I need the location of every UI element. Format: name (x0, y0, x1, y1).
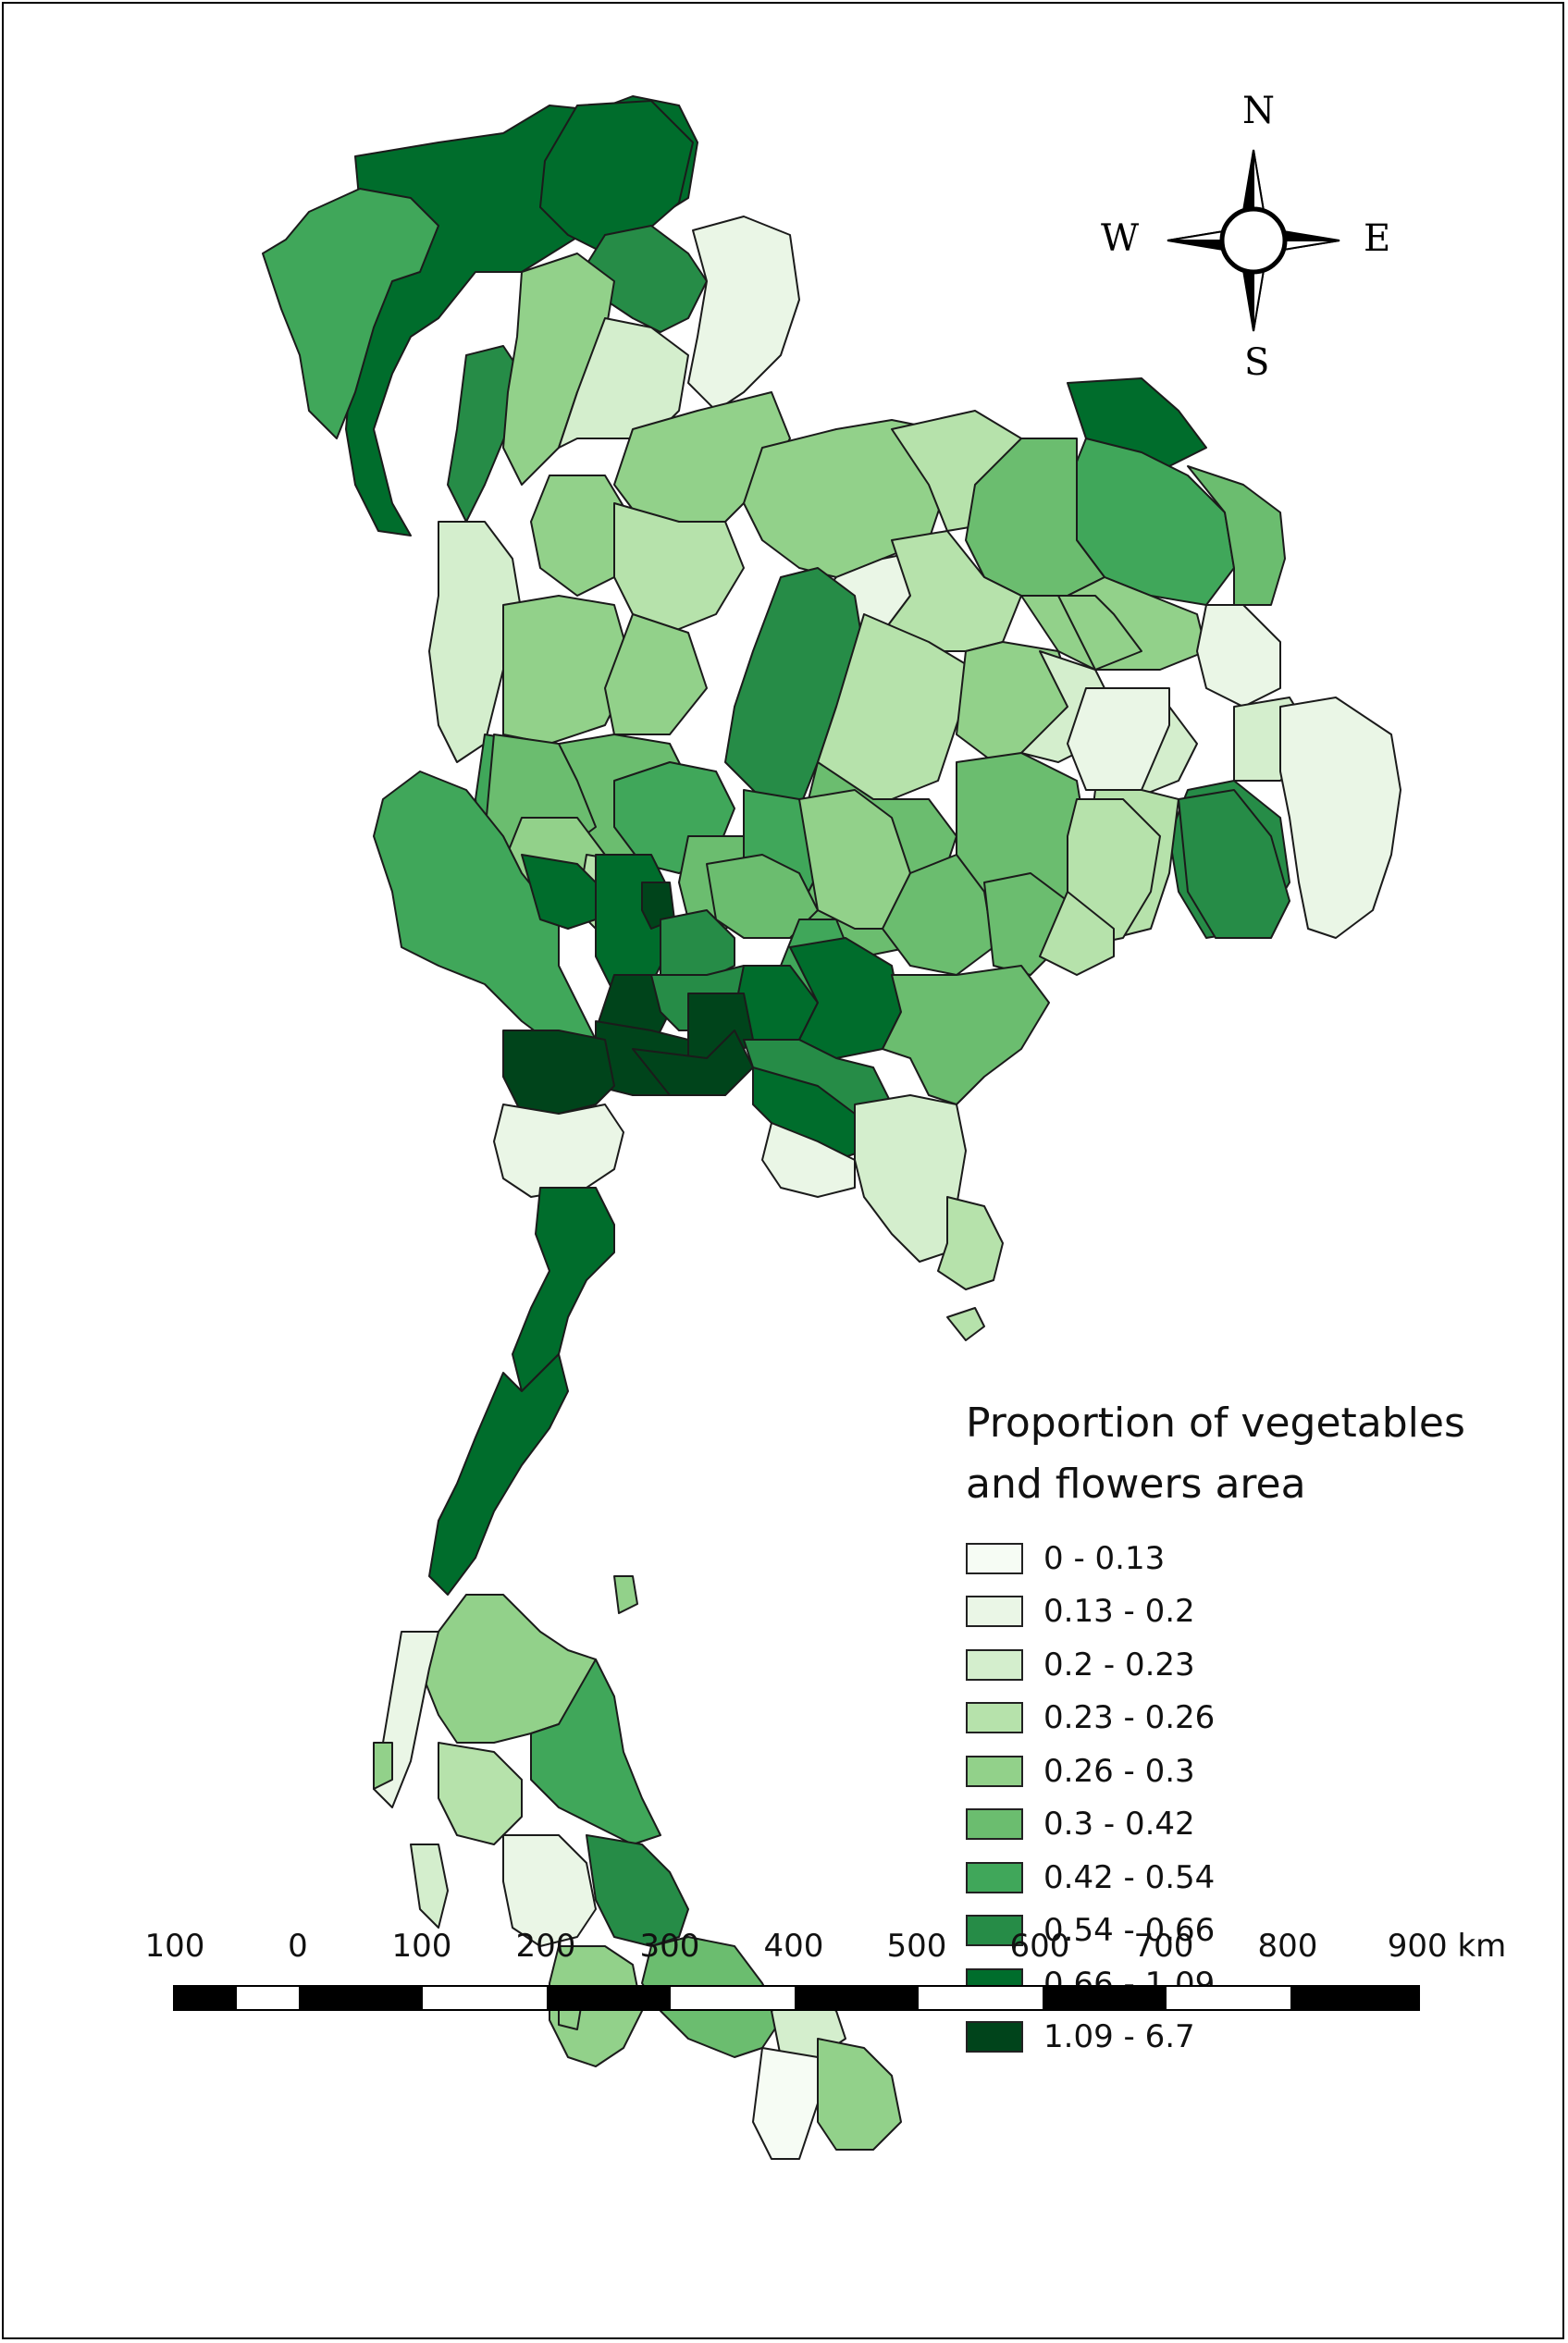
scale-bar-segment (1043, 1987, 1167, 2009)
province-region (1057, 595, 1142, 671)
province-region (604, 613, 708, 735)
province-region (373, 1742, 393, 1790)
scale-bar-segment (299, 1987, 423, 2009)
scale-bar-tick-label: 500 (886, 1928, 947, 1965)
province-region (882, 854, 994, 976)
province-region (817, 2038, 902, 2151)
province-region (752, 2047, 819, 2160)
legend-swatch (966, 1596, 1023, 1628)
legend-item: 0 - 0.13 (966, 1532, 1521, 1585)
legend-swatch (966, 1542, 1023, 1574)
province-region (493, 1104, 624, 1198)
province-region (613, 1575, 638, 1614)
scale-bar-tick-label: 600 (1009, 1928, 1070, 1965)
province-region (262, 188, 439, 439)
scale-bar-tick-label: 100 (391, 1928, 452, 1965)
province-region (613, 502, 745, 634)
province-region (1178, 789, 1290, 939)
province-region (946, 1307, 985, 1341)
province-region (512, 1187, 615, 1392)
legend-label: 0.13 - 0.2 (1043, 1593, 1195, 1631)
scale-bar-segment (423, 1987, 547, 2009)
legend-swatch (966, 1808, 1023, 1841)
legend-title: Proportion of vegetables and flowers are… (966, 1393, 1484, 1515)
compass-north-label: N (1242, 90, 1275, 132)
province-region (502, 595, 634, 745)
legend-swatch (966, 1648, 1023, 1681)
scale-bar-track (173, 1985, 1420, 2011)
province-region (438, 1742, 523, 1845)
province-region (687, 216, 800, 412)
scale-bar-segment (1290, 1987, 1418, 2009)
legend-swatch (966, 1702, 1023, 1734)
legend-swatch (966, 1861, 1023, 1893)
legend-label: 0.3 - 0.42 (1043, 1806, 1195, 1844)
scale-bar-segment (1167, 1987, 1290, 2009)
legend-item: 0.42 - 0.54 (966, 1851, 1521, 1905)
compass-icon (1167, 149, 1340, 332)
scale-bar-tick-label: 0 (288, 1928, 308, 1965)
scale-bar-tick-label: 100 (144, 1928, 205, 1965)
thailand-choropleth-map (262, 95, 1401, 2160)
legend-label: 0.54 - 0.66 (1043, 1912, 1216, 1950)
province-region (1187, 465, 1286, 606)
province-region (882, 965, 1050, 1105)
legend-label: 0.42 - 0.54 (1043, 1858, 1216, 1896)
scale-bar-segment (237, 1987, 299, 2009)
province-region (586, 1834, 689, 1947)
legend-title-line-2: and flowers area (966, 1461, 1306, 1508)
legend-item: 0.26 - 0.3 (966, 1745, 1521, 1798)
scale-bar-tick-label: 200 (515, 1928, 576, 1965)
legend-swatch (966, 2021, 1023, 2053)
legend-label: 1.09 - 6.7 (1043, 2018, 1195, 2056)
scale-bar-segment (795, 1987, 919, 2009)
scale-bar-tick-label: 800 (1257, 1928, 1318, 1965)
legend-label: 0.26 - 0.3 (1043, 1752, 1195, 1790)
scale-bar-tick-label: 900 km (1387, 1928, 1507, 1965)
legend-label: 0 - 0.13 (1043, 1539, 1166, 1577)
legend-title-line-1: Proportion of vegetables (966, 1400, 1465, 1447)
scale-bar-tick-label: 400 (763, 1928, 824, 1965)
legend-items: 0 - 0.13 0.13 - 0.2 0.2 - 0.23 0.23 - 0.26 0… (966, 1532, 1521, 2064)
legend-item: 1.09 - 6.7 (966, 2011, 1521, 2065)
legend-label: 0.23 - 0.26 (1043, 1699, 1216, 1737)
compass-south-label: S (1244, 341, 1270, 384)
compass-west-label: W (1101, 217, 1140, 260)
province-region (410, 1844, 449, 1929)
province-region (1279, 697, 1401, 939)
province-region (817, 613, 976, 800)
scale-bar-segment (175, 1987, 237, 2009)
legend-swatch (966, 1755, 1023, 1787)
province-region (502, 1030, 615, 1115)
province-region (428, 1353, 569, 1596)
province-region (937, 1196, 1004, 1290)
province-region (761, 1122, 856, 1198)
scale-bar: 100 0 100 200 300 400 500 600 700 800 900 km (4, 1928, 1568, 2057)
scale-bar-tick-label: 700 (1133, 1928, 1194, 1965)
legend-item: 0.2 - 0.23 (966, 1638, 1521, 1692)
legend-swatch (966, 1915, 1023, 1947)
legend: Proportion of vegetables and flowers are… (966, 1393, 1521, 2064)
legend-label: 0.2 - 0.23 (1043, 1646, 1195, 1683)
province-region (502, 1834, 597, 1947)
province-region (447, 345, 523, 523)
province-region (1196, 604, 1281, 708)
compass-east-label: E (1364, 217, 1391, 260)
scale-bar-segment (919, 1987, 1043, 2009)
legend-item: 0.23 - 0.26 (966, 1692, 1521, 1745)
compass-rose: N S E W (1101, 92, 1406, 388)
province-region (724, 567, 865, 809)
scale-bar-segment (671, 1987, 795, 2009)
scale-bar-tick-label: 300 (639, 1928, 700, 1965)
scale-bar-segment (547, 1987, 671, 2009)
province-region (530, 1659, 661, 1845)
legend-item: 0.13 - 0.2 (966, 1585, 1521, 1639)
province-region (1039, 891, 1115, 976)
legend-item: 0.54 - 0.66 (966, 1905, 1521, 1958)
legend-item: 0.3 - 0.42 (966, 1798, 1521, 1852)
province-region (530, 475, 634, 597)
